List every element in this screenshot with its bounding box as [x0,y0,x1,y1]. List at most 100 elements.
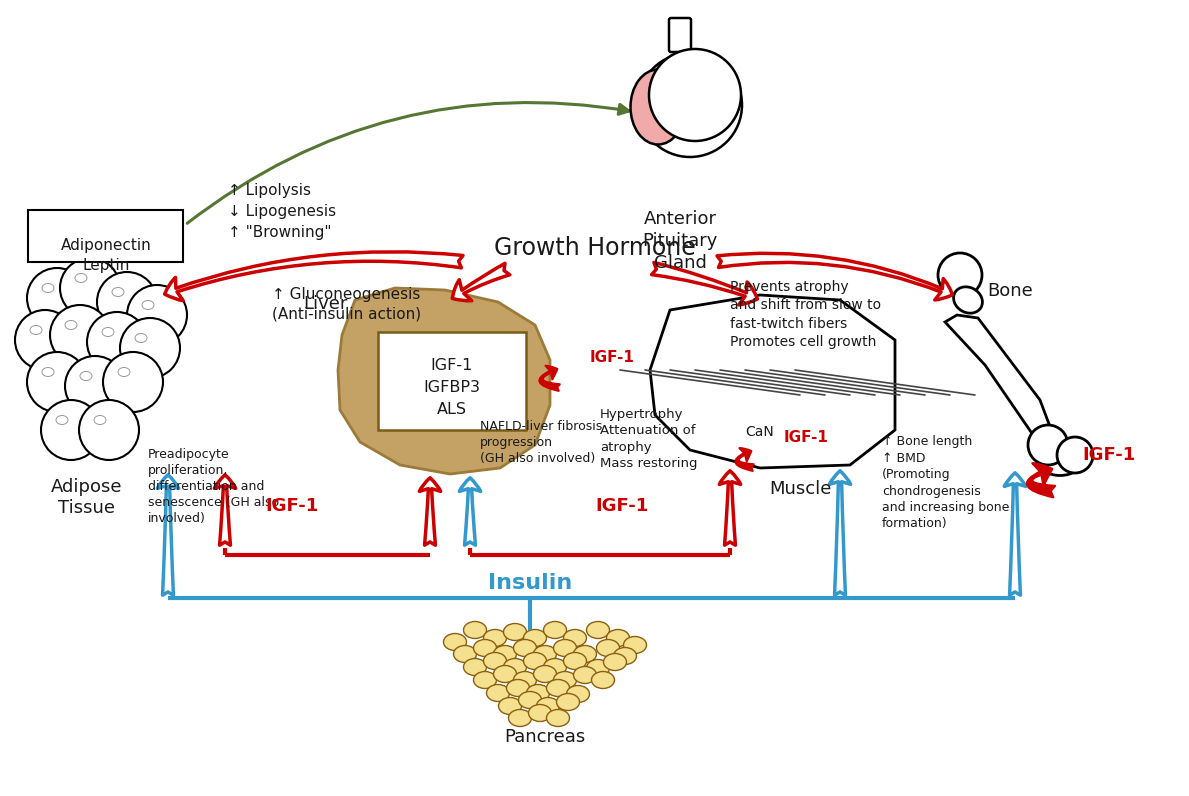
Ellipse shape [518,692,541,708]
Ellipse shape [523,653,547,669]
Ellipse shape [604,654,627,670]
Circle shape [87,312,147,372]
Ellipse shape [30,326,42,334]
Text: Hypertrophy
Attenuation of
atrophy
Mass restoring: Hypertrophy Attenuation of atrophy Mass … [600,408,698,470]
Polygon shape [650,295,895,468]
Circle shape [59,258,120,318]
Circle shape [65,356,125,416]
Ellipse shape [503,623,527,641]
Ellipse shape [118,368,130,377]
Circle shape [938,253,982,297]
Text: IGF-1: IGF-1 [265,497,319,515]
Circle shape [50,305,111,365]
Ellipse shape [564,653,586,669]
Text: IGF-1
IGFBP3
ALS: IGF-1 IGFBP3 ALS [423,358,480,417]
Ellipse shape [543,622,566,638]
Text: NAFLD-liver fibrosis
progression
(GH also involved): NAFLD-liver fibrosis progression (GH als… [480,420,603,465]
Ellipse shape [112,287,124,296]
Ellipse shape [564,630,586,646]
Ellipse shape [556,693,579,711]
Text: IGF-1: IGF-1 [596,497,649,515]
Text: CaN: CaN [746,425,774,439]
FancyBboxPatch shape [669,18,691,52]
Ellipse shape [534,646,556,662]
Ellipse shape [136,334,147,342]
Text: Insulin: Insulin [487,573,572,593]
Polygon shape [945,315,1055,448]
Ellipse shape [473,672,497,689]
Circle shape [15,310,75,370]
Ellipse shape [547,709,570,727]
Ellipse shape [443,634,466,650]
Text: Prevents atrophy
and shift from slow to
fast-twitch fibers
Promotes cell growth: Prevents atrophy and shift from slow to … [730,280,881,349]
Text: Adipose
Tissue: Adipose Tissue [51,478,122,517]
Ellipse shape [586,622,610,638]
Ellipse shape [493,646,516,662]
Ellipse shape [493,665,516,682]
Circle shape [27,268,87,328]
Text: IGF-1: IGF-1 [784,431,829,446]
Ellipse shape [484,630,507,646]
Text: ↑ Bone length
↑ BMD
(Promoting
chondrogenesis
and increasing bone
formation): ↑ Bone length ↑ BMD (Promoting chondroge… [882,435,1009,530]
Ellipse shape [514,672,536,689]
Text: Anterior
Pituitary
Gland: Anterior Pituitary Gland [642,210,718,272]
Ellipse shape [75,274,87,283]
Ellipse shape [573,666,597,684]
Ellipse shape [484,653,507,669]
Text: Growth Hormone: Growth Hormone [495,236,696,260]
Circle shape [27,352,87,412]
Ellipse shape [554,672,577,689]
Ellipse shape [514,639,536,657]
Circle shape [1028,425,1068,465]
Ellipse shape [597,639,619,657]
Text: Liver: Liver [303,295,348,313]
Ellipse shape [509,709,531,727]
Circle shape [127,285,187,345]
Ellipse shape [554,639,577,657]
Text: ↑ Lipolysis
↓ Lipogenesis
↑ "Browning": ↑ Lipolysis ↓ Lipogenesis ↑ "Browning" [228,183,336,240]
Circle shape [638,53,742,157]
Text: Adiponectin
Leptin: Adiponectin Leptin [61,238,151,273]
Ellipse shape [591,672,615,689]
Ellipse shape [486,685,510,701]
Ellipse shape [528,704,552,721]
Text: Pancreas: Pancreas [504,728,586,746]
Ellipse shape [141,301,155,310]
Ellipse shape [464,658,486,676]
Ellipse shape [80,372,92,380]
Ellipse shape [523,630,547,646]
Ellipse shape [65,321,77,330]
Ellipse shape [547,680,570,696]
Circle shape [97,272,157,332]
Ellipse shape [527,685,549,701]
Ellipse shape [42,283,54,292]
Ellipse shape [614,647,636,665]
Ellipse shape [623,637,647,654]
Ellipse shape [102,327,114,337]
Ellipse shape [1036,440,1084,475]
Ellipse shape [498,697,522,715]
Ellipse shape [507,680,529,696]
Ellipse shape [536,697,560,715]
Ellipse shape [543,658,566,676]
Circle shape [40,400,101,460]
Text: IGF-1: IGF-1 [590,350,635,365]
Ellipse shape [566,685,590,703]
Ellipse shape [503,658,527,676]
Ellipse shape [954,287,982,313]
Text: Muscle: Muscle [769,480,831,498]
Circle shape [1057,437,1093,473]
Ellipse shape [473,639,497,657]
Circle shape [649,49,741,141]
Ellipse shape [630,69,686,145]
Bar [29,210,183,262]
Ellipse shape [586,660,610,677]
Ellipse shape [464,622,486,638]
Text: Preadipocyte
proliferation,
differentiation and
senescence (GH also
involved): Preadipocyte proliferation, differentiat… [147,448,279,525]
Text: IGF-1: IGF-1 [1082,446,1135,464]
Ellipse shape [56,416,68,424]
Ellipse shape [94,416,106,424]
Polygon shape [338,288,551,474]
Circle shape [120,318,180,378]
Bar [378,332,526,430]
